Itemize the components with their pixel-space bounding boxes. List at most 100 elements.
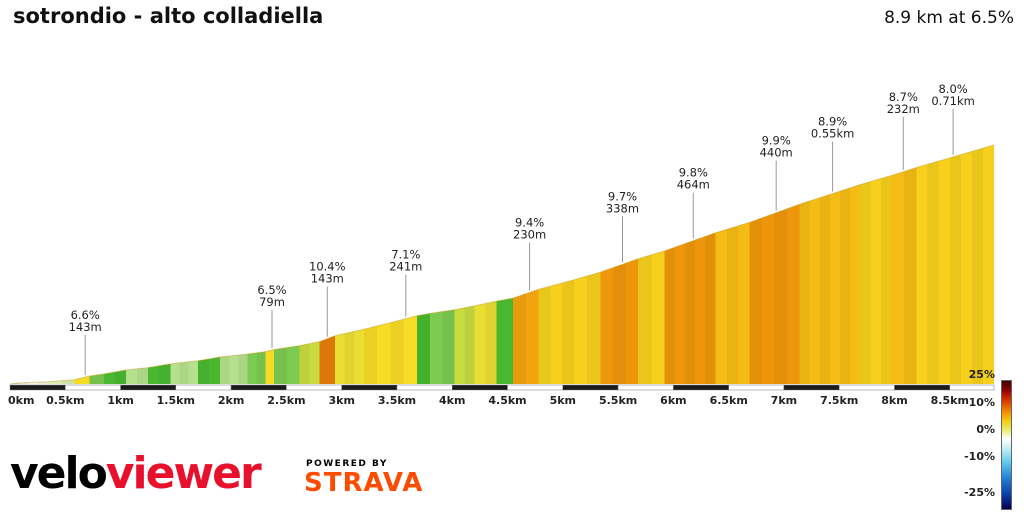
segment-annotation: 6.5%79m <box>257 283 287 348</box>
gradient-band <box>927 161 939 384</box>
x-tick-label: 6.5km <box>710 394 748 407</box>
gradient-band <box>938 157 950 384</box>
gradient-band <box>274 347 287 384</box>
segment-annotation: 8.0%0.71km <box>931 82 975 155</box>
legend-tick-25: 25% <box>968 368 995 381</box>
segment-annotation: 9.9%440m <box>760 134 793 211</box>
veloviewer-logo-velo: velo <box>10 448 108 499</box>
gradient-band <box>960 151 972 384</box>
gradient-band <box>344 331 355 384</box>
gradient-band <box>513 293 526 384</box>
x-tick-label: 7.5km <box>820 394 858 407</box>
gradient-band <box>287 345 300 384</box>
gradient-band <box>229 355 239 384</box>
annotation-gradient-label: 9.9% <box>762 134 791 148</box>
gradient-band <box>840 187 851 384</box>
scale-bar-segment <box>396 384 453 391</box>
scale-bar-segment <box>451 384 508 391</box>
annotation-gradient-label: 9.4% <box>515 215 544 229</box>
scale-bar-segment <box>230 384 287 391</box>
annotation-gradient-label: 10.4% <box>309 260 346 274</box>
x-tick-label: 4km <box>439 394 465 407</box>
gradient-band <box>265 349 275 384</box>
annotation-gradient-label: 7.1% <box>391 248 420 262</box>
gradient-band <box>651 250 665 384</box>
profile-top-outline <box>9 144 995 385</box>
annotation-length-label: 440m <box>760 146 793 160</box>
segment-annotation: 9.8%464m <box>677 166 710 239</box>
scale-bar-segment <box>175 384 232 391</box>
annotation-gradient-label: 8.0% <box>938 82 967 96</box>
gradient-band <box>442 309 455 384</box>
annotation-gradient-label: 8.9% <box>818 115 847 129</box>
veloviewer-logo[interactable]: veloviewer <box>10 452 262 496</box>
annotation-gradient-label: 6.5% <box>257 283 286 297</box>
annotation-gradient-label: 9.7% <box>608 189 637 203</box>
gradient-band <box>880 175 892 384</box>
annotation-length-label: 338m <box>606 201 639 215</box>
gradient-band <box>416 313 431 384</box>
x-tick-label: 7km <box>771 394 797 407</box>
segment-annotation: 7.1%241m <box>389 248 422 317</box>
annotation-length-label: 230m <box>513 227 546 241</box>
gradient-legend-bar <box>1001 380 1012 510</box>
gradient-band <box>787 204 800 384</box>
gradient-band <box>538 286 551 384</box>
gradient-band <box>625 258 638 384</box>
x-tick-label: 2.5km <box>267 394 305 407</box>
gradient-band <box>390 319 404 384</box>
gradient-band <box>299 343 310 384</box>
gradient-band <box>485 301 497 384</box>
scale-bar-segment <box>562 384 619 391</box>
gradient-band <box>562 279 574 384</box>
x-tick-label: 4.5km <box>488 394 526 407</box>
legend-tick-0: 0% <box>976 423 995 436</box>
segment-annotation: 8.9%0.55km <box>811 115 854 192</box>
x-tick-label: 5km <box>550 394 576 407</box>
annotation-gradient-label: 9.8% <box>679 166 708 180</box>
gradient-band <box>430 311 443 384</box>
legend-tick-neg10: -10% <box>964 450 995 463</box>
gradient-band <box>525 289 539 384</box>
gradient-band <box>89 373 104 384</box>
gradient-band <box>819 194 830 384</box>
veloviewer-logo-viewer: viewer <box>105 448 262 499</box>
gradient-band <box>738 222 750 384</box>
annotation-length-label: 241m <box>389 260 422 274</box>
gradient-band <box>403 315 417 384</box>
x-tick-label: 2km <box>218 394 244 407</box>
gradient-band <box>612 263 626 384</box>
gradient-band <box>209 357 221 384</box>
gradient-band <box>695 236 706 384</box>
scale-bar-segment <box>894 384 951 391</box>
x-tick-label: 6km <box>660 394 686 407</box>
gradient-band <box>870 178 881 384</box>
segment-annotation: 9.7%338m <box>606 189 639 263</box>
gradient-band <box>715 229 727 384</box>
gradient-band <box>74 376 90 384</box>
x-tick-label: 3.5km <box>378 394 416 407</box>
annotation-length-label: 0.71km <box>931 94 974 108</box>
x-tick-label: 1km <box>107 394 133 407</box>
gradient-band <box>674 243 685 384</box>
gradient-band <box>774 208 787 384</box>
gradient-band <box>354 329 364 384</box>
gradient-band <box>148 365 160 384</box>
scale-bar-segment <box>341 384 398 391</box>
gradient-band <box>363 326 378 384</box>
gradient-band <box>115 370 127 384</box>
gradient-band <box>238 354 248 384</box>
gradient-band <box>550 283 563 384</box>
gradient-band <box>179 361 189 384</box>
scale-bar-segment <box>9 384 66 391</box>
scale-bar-segment <box>728 384 785 391</box>
gradient-band <box>188 360 198 384</box>
legend-tick-10: 10% <box>968 396 995 409</box>
gradient-band <box>220 356 230 384</box>
strava-logo[interactable]: STRAVA <box>304 468 424 498</box>
climb-summary: 8.9 km at 6.5% <box>884 8 1014 28</box>
scale-bar-segment <box>120 384 177 391</box>
scale-bar-segment <box>286 384 342 391</box>
gradient-band <box>638 254 652 384</box>
gradient-band <box>137 367 149 384</box>
